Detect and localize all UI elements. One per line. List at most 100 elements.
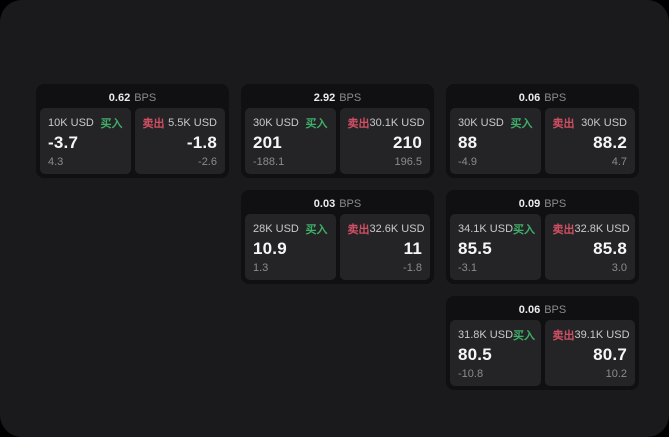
bps-unit-label: BPS — [544, 92, 567, 104]
sell-sub-value: 4.7 — [611, 156, 627, 168]
buy-sub-value: -188.1 — [253, 156, 285, 168]
sell-panel-top: 卖出 39.1K USD — [552, 327, 630, 343]
quote-card: 0.09 BPS 34.1K USD 买入 85.5 -3.1 卖出 32.8K… — [446, 190, 639, 284]
buy-panel-top: 34.1K USD 买入 — [458, 221, 536, 237]
bps-value: 0.06 — [518, 92, 541, 104]
buy-panel-top: 28K USD 买入 — [253, 221, 328, 237]
sell-amount: 32.8K USD — [574, 223, 630, 235]
buy-side-label: 买入 — [305, 224, 328, 236]
sell-side-label: 卖出 — [142, 118, 165, 130]
bps-value: 0.62 — [108, 92, 131, 104]
sell-amount: 30K USD — [581, 117, 627, 129]
quote-panels: 34.1K USD 买入 85.5 -3.1 卖出 32.8K USD 85.8… — [450, 214, 635, 280]
bps-header: 0.03 BPS — [245, 194, 430, 214]
quote-card: 0.03 BPS 28K USD 买入 10.9 1.3 卖出 32.6K US… — [241, 190, 434, 284]
buy-price: 88 — [458, 133, 478, 153]
sell-panel-top: 卖出 30.1K USD — [347, 115, 425, 131]
buy-quote-panel[interactable]: 10K USD 买入 -3.7 4.3 — [40, 108, 131, 174]
buy-side-label: 买入 — [305, 118, 328, 130]
sell-quote-panel[interactable]: 卖出 32.6K USD 11 -1.8 — [339, 214, 430, 280]
quote-panels: 28K USD 买入 10.9 1.3 卖出 32.6K USD 11 -1.8 — [245, 214, 430, 280]
sell-side-label: 卖出 — [347, 118, 370, 130]
sell-amount: 5.5K USD — [168, 117, 217, 129]
sell-panel-top: 卖出 5.5K USD — [143, 115, 218, 131]
quote-card: 0.62 BPS 10K USD 买入 -3.7 4.3 卖出 5.5K USD… — [36, 84, 229, 178]
bps-header: 0.06 BPS — [450, 88, 635, 108]
buy-quote-panel[interactable]: 28K USD 买入 10.9 1.3 — [245, 214, 336, 280]
buy-price: 85.5 — [458, 239, 492, 259]
quote-panels: 30K USD 买入 88 -4.9 卖出 30K USD 88.2 4.7 — [450, 108, 635, 174]
bps-header: 0.06 BPS — [450, 300, 635, 320]
sell-quote-panel[interactable]: 卖出 30K USD 88.2 4.7 — [544, 108, 635, 174]
buy-amount: 30K USD — [253, 117, 299, 129]
sell-price: -1.8 — [186, 133, 217, 153]
bps-value: 2.92 — [313, 92, 336, 104]
quote-panels: 31.8K USD 买入 80.5 -10.8 卖出 39.1K USD 80.… — [450, 320, 635, 386]
sell-price: 210 — [393, 133, 422, 153]
bps-unit-label: BPS — [134, 92, 157, 104]
buy-side-label: 买入 — [510, 118, 533, 130]
buy-panel-top: 10K USD 买入 — [48, 115, 123, 131]
sell-sub-value: -1.8 — [403, 262, 422, 274]
buy-quote-panel[interactable]: 31.8K USD 买入 80.5 -10.8 — [450, 320, 541, 386]
sell-panel-top: 卖出 30K USD — [553, 115, 628, 131]
sell-amount: 30.1K USD — [369, 117, 425, 129]
sell-quote-panel[interactable]: 卖出 5.5K USD -1.8 -2.6 — [134, 108, 225, 174]
buy-amount: 30K USD — [458, 117, 504, 129]
buy-sub-value: 4.3 — [48, 156, 64, 168]
sell-quote-panel[interactable]: 卖出 39.1K USD 80.7 10.2 — [544, 320, 635, 386]
bps-unit-label: BPS — [339, 198, 362, 210]
sell-sub-value: 10.2 — [605, 368, 627, 380]
quote-card: 0.06 BPS 30K USD 买入 88 -4.9 卖出 30K USD 8… — [446, 84, 639, 178]
buy-side-label: 买入 — [100, 118, 123, 130]
bps-header: 0.62 BPS — [40, 88, 225, 108]
buy-amount: 31.8K USD — [458, 329, 514, 341]
sell-sub-value: -2.6 — [198, 156, 217, 168]
buy-sub-value: -3.1 — [458, 262, 477, 274]
buy-price: 10.9 — [253, 239, 287, 259]
sell-side-label: 卖出 — [347, 224, 370, 236]
sell-amount: 32.6K USD — [369, 223, 425, 235]
sell-price: 85.8 — [593, 239, 627, 259]
buy-quote-panel[interactable]: 30K USD 买入 88 -4.9 — [450, 108, 541, 174]
quote-card: 0.06 BPS 31.8K USD 买入 80.5 -10.8 卖出 39.1… — [446, 296, 639, 390]
sell-side-label: 卖出 — [552, 118, 575, 130]
buy-side-label: 买入 — [513, 224, 536, 236]
bps-header: 2.92 BPS — [245, 88, 430, 108]
sell-panel-top: 卖出 32.8K USD — [552, 221, 630, 237]
quote-panels: 10K USD 买入 -3.7 4.3 卖出 5.5K USD -1.8 -2.… — [40, 108, 225, 174]
buy-sub-value: -4.9 — [458, 156, 477, 168]
bps-value: 0.03 — [313, 198, 336, 210]
buy-panel-top: 30K USD 买入 — [458, 115, 533, 131]
buy-sub-value: -10.8 — [458, 368, 484, 380]
buy-price: -3.7 — [48, 133, 79, 153]
buy-sub-value: 1.3 — [253, 262, 269, 274]
buy-price: 201 — [253, 133, 282, 153]
bps-value: 0.09 — [518, 198, 541, 210]
sell-amount: 39.1K USD — [574, 329, 630, 341]
buy-price: 80.5 — [458, 345, 492, 365]
bps-unit-label: BPS — [544, 304, 567, 316]
buy-quote-panel[interactable]: 30K USD 买入 201 -188.1 — [245, 108, 336, 174]
sell-side-label: 卖出 — [552, 224, 575, 236]
buy-side-label: 买入 — [513, 330, 536, 342]
quote-panels: 30K USD 买入 201 -188.1 卖出 30.1K USD 210 1… — [245, 108, 430, 174]
buy-panel-top: 30K USD 买入 — [253, 115, 328, 131]
buy-amount: 10K USD — [48, 117, 94, 129]
sell-price: 88.2 — [593, 133, 627, 153]
buy-quote-panel[interactable]: 34.1K USD 买入 85.5 -3.1 — [450, 214, 541, 280]
quote-card: 2.92 BPS 30K USD 买入 201 -188.1 卖出 30.1K … — [241, 84, 434, 178]
bps-value: 0.06 — [518, 304, 541, 316]
sell-quote-panel[interactable]: 卖出 30.1K USD 210 196.5 — [339, 108, 430, 174]
bps-unit-label: BPS — [339, 92, 362, 104]
quote-cards-grid: 0.62 BPS 10K USD 买入 -3.7 4.3 卖出 5.5K USD… — [36, 84, 639, 390]
sell-quote-panel[interactable]: 卖出 32.8K USD 85.8 3.0 — [544, 214, 635, 280]
sell-sub-value: 196.5 — [394, 156, 422, 168]
buy-amount: 34.1K USD — [458, 223, 514, 235]
sell-side-label: 卖出 — [552, 330, 575, 342]
sell-panel-top: 卖出 32.6K USD — [347, 221, 425, 237]
bps-header: 0.09 BPS — [450, 194, 635, 214]
sell-price: 80.7 — [593, 345, 627, 365]
buy-panel-top: 31.8K USD 买入 — [458, 327, 536, 343]
